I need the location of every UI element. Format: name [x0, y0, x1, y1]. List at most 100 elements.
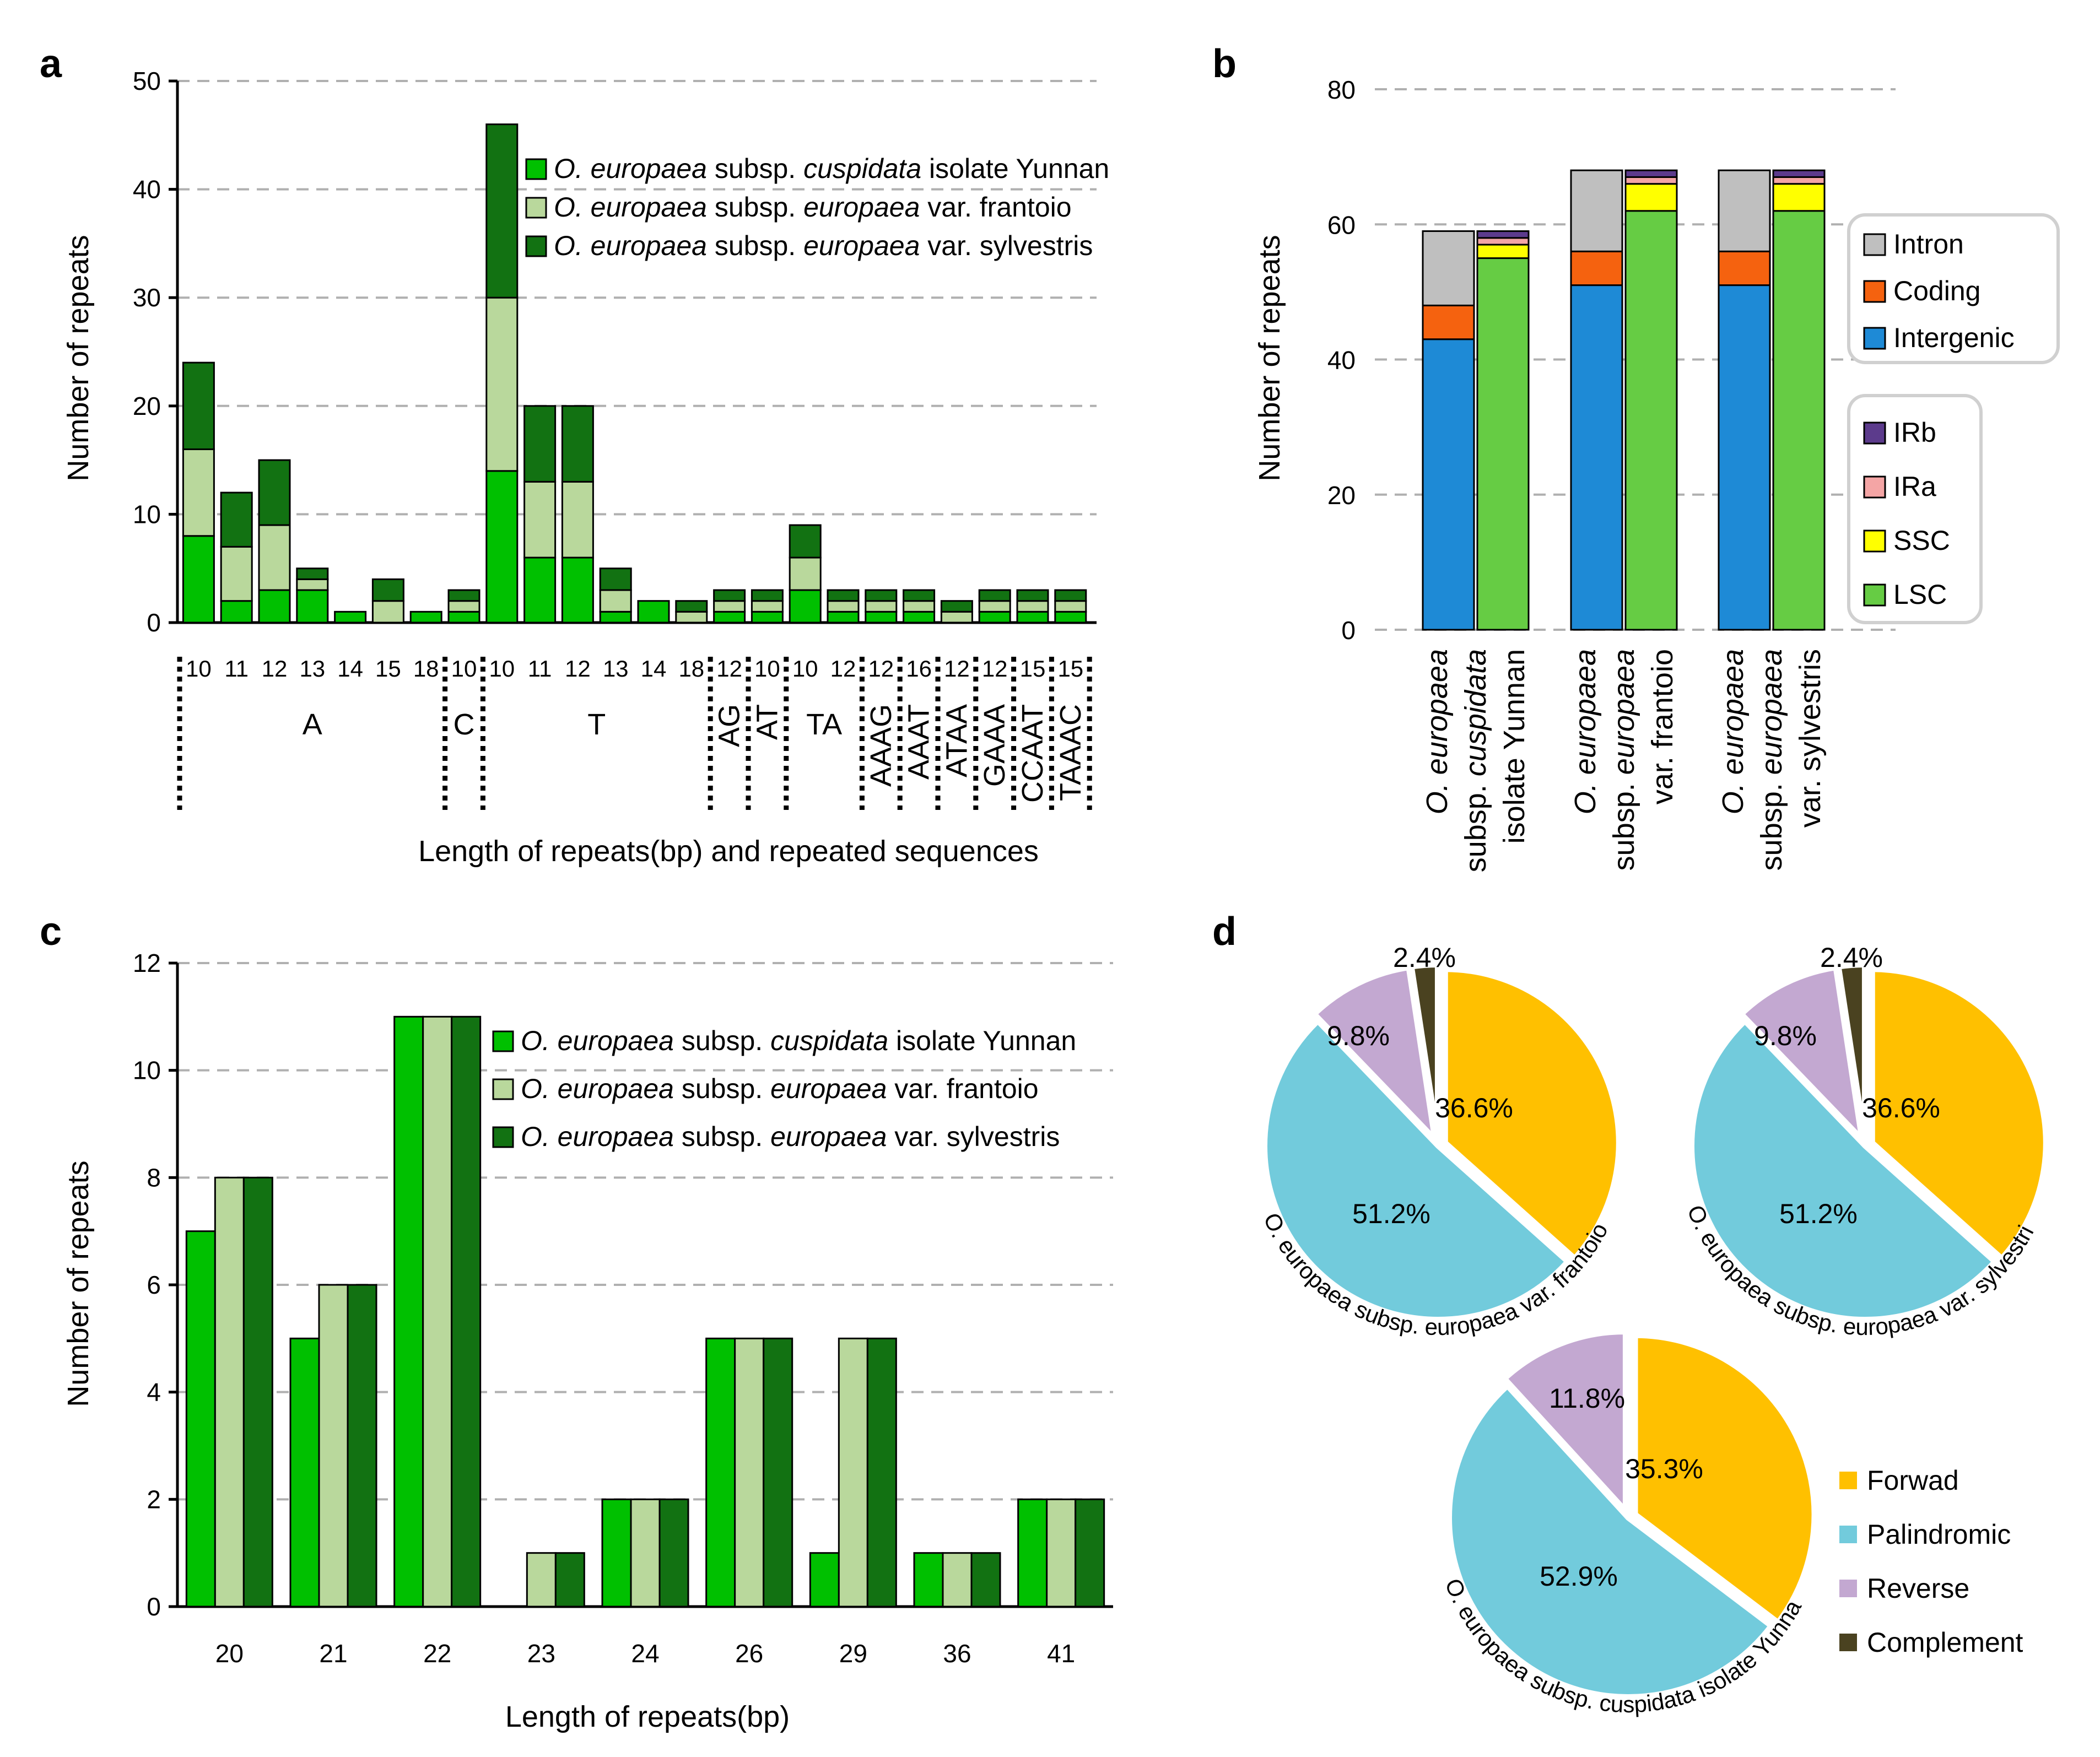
x-tick-label: 16 [906, 656, 932, 682]
y-tick-label: 12 [133, 949, 161, 977]
legend-swatch [1863, 421, 1886, 445]
panel-a-label: a [40, 42, 62, 86]
group-label-part: O. europaea [1421, 649, 1454, 814]
legend-label: Forwad [1867, 1465, 1959, 1496]
bar [526, 1552, 557, 1608]
bar-segment [220, 491, 253, 548]
legend-label: Coding [1893, 275, 1980, 306]
bar-segment-region [1476, 230, 1530, 239]
pie-percent-label: 9.8% [1754, 1020, 1817, 1051]
bar [763, 1337, 793, 1608]
legend-subsp: subsp. [707, 230, 803, 261]
x-tick-label: 12 [868, 656, 894, 682]
bar-segment [371, 600, 404, 624]
bar-segment [334, 610, 367, 624]
legend-subsp: subsp. [707, 153, 803, 184]
bar [658, 1498, 689, 1608]
legend-label: O. europaea subsp. europaea var. sylvest… [554, 230, 1093, 261]
bar-segment [523, 556, 557, 624]
bar-segment [789, 524, 822, 559]
pie-slice [1688, 1017, 1999, 1323]
legend-swatch [1839, 1580, 1857, 1597]
legend-species: O. europaea [521, 1121, 674, 1152]
bar-segment [751, 600, 784, 613]
bar-segment [599, 610, 632, 624]
bar [242, 1176, 273, 1608]
x-tick-label: 12 [262, 656, 288, 682]
bar-segment-location [1422, 304, 1475, 340]
group-label: C [454, 708, 475, 741]
legend-label: Complement [1867, 1627, 2023, 1658]
legend-rest: var. frantoio [887, 1073, 1038, 1104]
legend-label: O. europaea subsp. cuspidata isolate Yun… [554, 153, 1109, 184]
x-tick-label: 12 [565, 656, 591, 682]
y-tick-label: 0 [147, 1592, 161, 1621]
legend-label: Reverse [1867, 1573, 1969, 1604]
legend-swatch [1863, 280, 1886, 303]
legend-sub: europaea [803, 230, 920, 261]
group-label: TAAAC [1054, 704, 1087, 801]
legend-rest: var. sylvestris [887, 1121, 1060, 1152]
bar-segment-location [1570, 169, 1623, 252]
bar-segment-region [1624, 210, 1678, 631]
x-tick-label: 10 [792, 656, 818, 682]
bar-segment [220, 545, 253, 602]
x-tick-label: 14 [337, 656, 363, 682]
bar-segment [182, 361, 215, 450]
x-tick-label: 15 [375, 656, 401, 682]
legend-label: Intron [1893, 229, 1964, 260]
pie-slice [1632, 1332, 1817, 1626]
legend-species: O. europaea [521, 1073, 674, 1104]
group-label: var. sylvestris [1794, 649, 1827, 828]
group-label: AG [713, 704, 746, 747]
group-label-part: isolate Yunnan [1498, 649, 1531, 844]
group-label: AAAG [865, 704, 898, 787]
bar-segment [751, 589, 784, 602]
bar-segment [447, 600, 481, 613]
bar [838, 1337, 868, 1608]
bar-segment [865, 589, 898, 602]
bar-segment [258, 524, 291, 591]
bar-segment [409, 610, 442, 624]
legend-swatch [525, 235, 547, 257]
pie-slice [1737, 964, 1866, 1148]
bar-segment-location [1570, 250, 1623, 286]
bar-segment-location [1718, 169, 1771, 252]
y-tick-label: 6 [147, 1271, 161, 1299]
x-tick-label: 11 [224, 656, 249, 682]
x-tick-label: 29 [839, 1639, 867, 1668]
bar [913, 1552, 944, 1608]
y-tick-label: 60 [1327, 210, 1356, 239]
bar-segment [903, 610, 936, 624]
x-tick-label: 12 [944, 656, 970, 682]
bar-segment-location [1718, 284, 1771, 631]
legend-species: O. europaea [521, 1025, 674, 1056]
group-label-part: subsp. [1459, 785, 1492, 872]
x-tick-label: 14 [641, 656, 667, 682]
y-tick-label: 40 [1327, 346, 1356, 375]
legend-label: IRa [1893, 471, 1936, 502]
bar-segment [561, 405, 594, 483]
pie-percent-label: 51.2% [1779, 1198, 1858, 1229]
group-label-part: europaea [1607, 649, 1640, 783]
panel-c-label: c [40, 910, 62, 954]
bar-segment-region [1772, 210, 1826, 631]
bar-segment-location [1718, 250, 1771, 286]
y-tick-label: 50 [133, 67, 161, 95]
panel-b-label: b [1212, 42, 1237, 86]
pie-slice [1310, 964, 1439, 1148]
group-label-part: O. europaea [1569, 649, 1602, 814]
group-label: isolate Yunnan [1498, 649, 1531, 844]
legend-subsp: subsp. [707, 192, 803, 223]
legend-subsp: subsp. [674, 1025, 770, 1056]
bar-segment [940, 600, 973, 613]
x-tick-label: 18 [413, 656, 439, 682]
bar [185, 1230, 216, 1608]
y-tick-label: 20 [1327, 481, 1356, 510]
pie-slice [1442, 966, 1622, 1263]
legend-label: O. europaea subsp. europaea var. sylvest… [521, 1121, 1060, 1152]
x-tick-label: 41 [1047, 1639, 1075, 1668]
bar-segment [258, 459, 291, 526]
bar [422, 1015, 453, 1608]
x-axis-title: Length of repeats(bp) and repeated seque… [418, 835, 1039, 868]
